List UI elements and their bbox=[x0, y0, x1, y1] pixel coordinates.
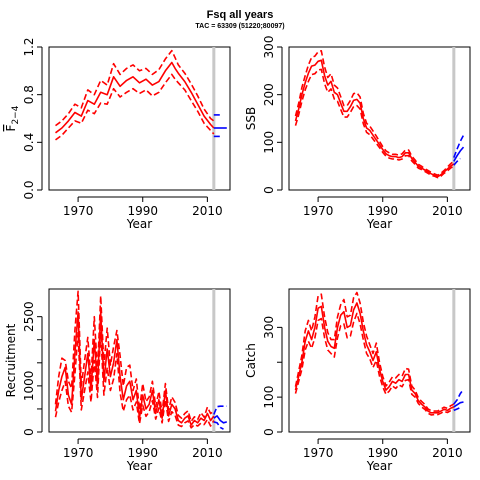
y-tick-label: 2500 bbox=[22, 301, 36, 332]
x-axis-label: Year bbox=[366, 217, 392, 231]
x-tick-label: 1990 bbox=[127, 446, 158, 460]
y-axis-label-subscript: 2−4 bbox=[11, 105, 21, 124]
y-axis-label-main: Recruitment bbox=[4, 323, 18, 397]
plot-frame bbox=[48, 288, 231, 433]
x-tick-label: 2010 bbox=[432, 204, 463, 218]
forecast-line-4 bbox=[213, 415, 228, 424]
x-tick-label: 2010 bbox=[192, 446, 223, 460]
estimate-ci-line-3 bbox=[294, 312, 455, 416]
x-axis-label: Year bbox=[366, 459, 392, 473]
y-tick-label: 300 bbox=[262, 316, 276, 339]
estimate-ci-line-2 bbox=[55, 49, 215, 127]
forecast-line-4 bbox=[453, 146, 465, 162]
plot-frame bbox=[288, 46, 471, 191]
chart-panel-3: 1970 1990 2010 Year 0 1000 2500 Recruitment bbox=[4, 288, 231, 473]
forecast-ci-line-5 bbox=[453, 134, 465, 158]
y-tick-label: 0.8 bbox=[22, 85, 36, 104]
forecast-line-4 bbox=[453, 401, 464, 408]
y-tick-label: 100 bbox=[262, 131, 276, 154]
y-tick-label: 100 bbox=[262, 386, 276, 409]
y-axis-label: Recruitment bbox=[4, 323, 18, 397]
forecast-ci-line-6 bbox=[213, 421, 224, 430]
x-tick-label: 2010 bbox=[192, 204, 223, 218]
y-tick-label: 300 bbox=[262, 36, 276, 59]
estimate-line-1 bbox=[294, 302, 455, 414]
estimate-ci-line-3 bbox=[55, 73, 215, 141]
x-tick-label: 1970 bbox=[303, 446, 334, 460]
y-tick-label: 0.4 bbox=[22, 133, 36, 152]
y-tick-label: 0.0 bbox=[22, 180, 36, 199]
y-axis-label-main: SSB bbox=[244, 107, 258, 130]
forecast-ci-line-6 bbox=[453, 157, 461, 166]
x-tick-label: 1970 bbox=[63, 204, 94, 218]
x-tick-label: 1990 bbox=[127, 204, 158, 218]
plot-frame bbox=[48, 46, 231, 191]
y-axis-label: Catch bbox=[244, 343, 258, 378]
y-axis-label-main: Catch bbox=[244, 343, 258, 378]
y-tick-label: 1000 bbox=[22, 371, 36, 402]
estimate-ci-line-3 bbox=[54, 331, 215, 429]
plot-frame bbox=[288, 288, 471, 433]
chart-panel-2: 1970 1990 2010 Year 0 100 200 300 SSB bbox=[244, 36, 471, 231]
estimate-line-1 bbox=[294, 59, 455, 178]
y-tick-label: 0 bbox=[22, 428, 36, 436]
y-tick-label: 0 bbox=[262, 186, 276, 194]
forecast-ci-line-5 bbox=[453, 388, 465, 405]
estimate-line-1 bbox=[54, 311, 215, 426]
x-axis-label: Year bbox=[126, 459, 152, 473]
y-axis-label-main: F bbox=[4, 124, 18, 131]
estimate-ci-line-3 bbox=[294, 68, 455, 179]
x-axis-label: Year bbox=[126, 217, 152, 231]
estimate-ci-line-2 bbox=[294, 291, 455, 412]
y-axis-label: F2−4 bbox=[4, 105, 21, 131]
x-tick-label: 1970 bbox=[63, 446, 94, 460]
chart-panel-1: 1970 1990 2010 Year 0.0 0.4 0.8 1.2 F2−4 bbox=[4, 37, 231, 231]
forecast-ci-line-6 bbox=[453, 406, 461, 412]
y-axis-label: SSB bbox=[244, 107, 258, 130]
x-tick-label: 1970 bbox=[303, 204, 334, 218]
forecast-ci-line-5 bbox=[213, 405, 227, 415]
chart-panel-4: 1970 1990 2010 Year 0 100 300 Catch bbox=[244, 288, 471, 473]
estimate-ci-line-2 bbox=[294, 49, 455, 176]
y-tick-label: 0 bbox=[262, 428, 276, 436]
x-tick-label: 1990 bbox=[367, 204, 398, 218]
y-tick-label: 200 bbox=[262, 83, 276, 106]
estimate-line-1 bbox=[55, 61, 215, 134]
estimate-ci-line-2 bbox=[54, 290, 215, 423]
x-tick-label: 1990 bbox=[367, 446, 398, 460]
figure-subtitle: TAC = 63309 (51220;80097) bbox=[195, 23, 285, 30]
y-tick-label: 1.2 bbox=[22, 37, 36, 56]
figure-title: Fsq all years bbox=[206, 9, 274, 21]
x-tick-label: 2010 bbox=[432, 446, 463, 460]
